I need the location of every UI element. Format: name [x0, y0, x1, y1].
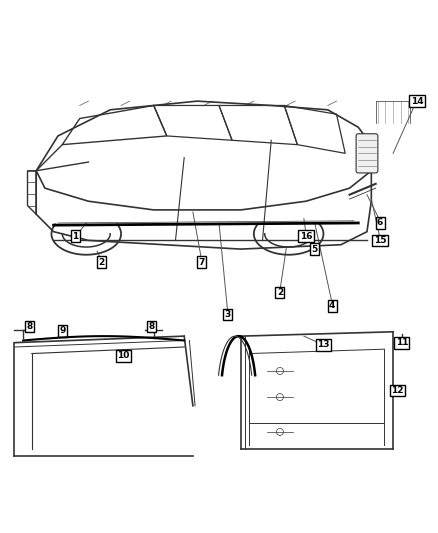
Text: 2: 2 [99, 257, 105, 266]
Text: 16: 16 [300, 231, 312, 240]
Text: 12: 12 [391, 386, 404, 395]
Text: 14: 14 [411, 96, 424, 106]
Text: 3: 3 [225, 310, 231, 319]
FancyBboxPatch shape [356, 134, 378, 173]
Text: 15: 15 [374, 236, 386, 245]
Text: 4: 4 [329, 301, 336, 310]
Text: 5: 5 [311, 245, 318, 254]
Text: 11: 11 [396, 338, 408, 347]
Text: 6: 6 [377, 219, 383, 228]
Text: 7: 7 [198, 257, 205, 266]
Text: 8: 8 [27, 322, 33, 331]
Text: 9: 9 [59, 326, 66, 335]
Text: 2: 2 [277, 288, 283, 297]
Text: 1: 1 [72, 231, 78, 240]
Text: 8: 8 [148, 322, 155, 331]
Text: 13: 13 [317, 341, 330, 349]
Text: 10: 10 [117, 351, 130, 360]
